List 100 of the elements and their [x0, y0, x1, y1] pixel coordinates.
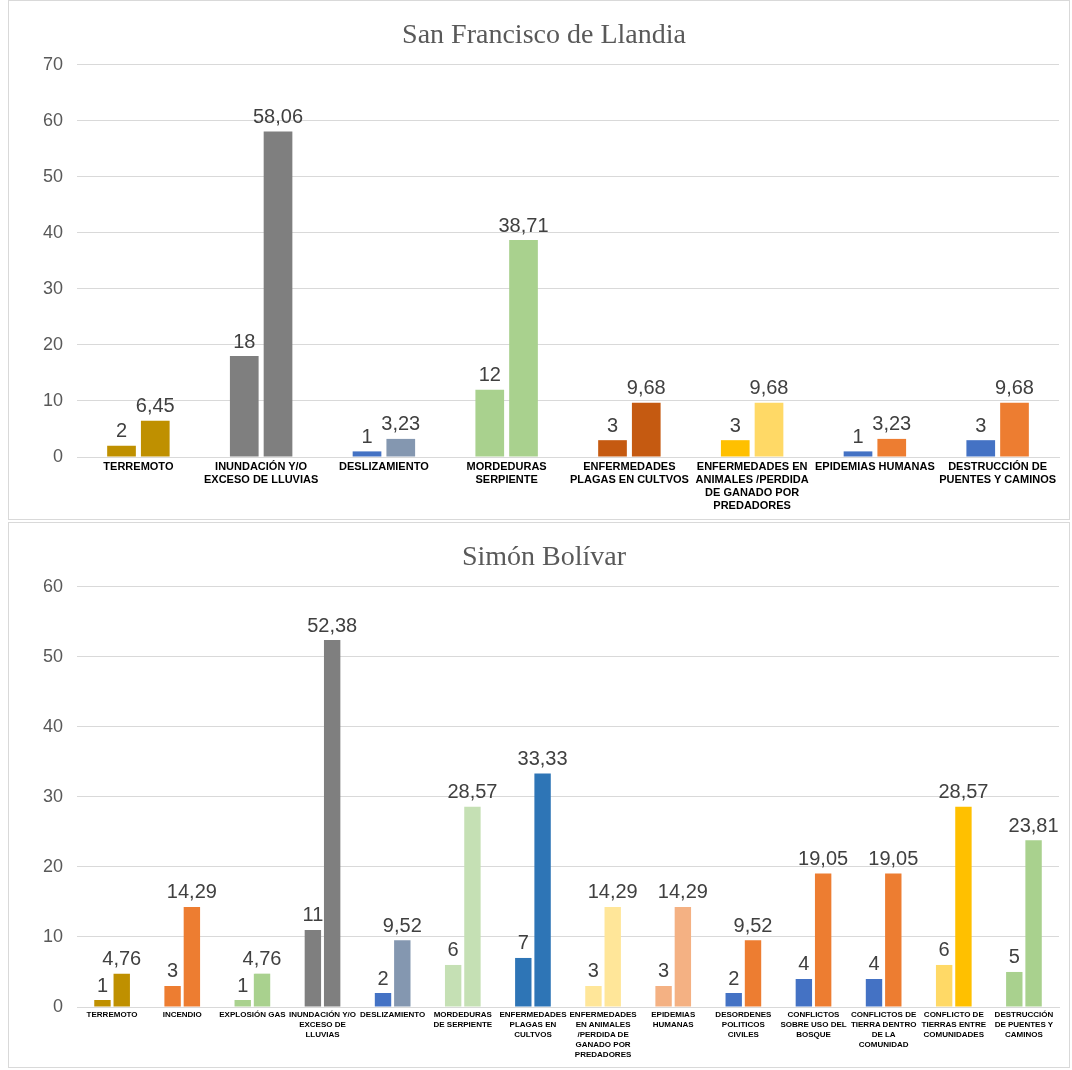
- bar: [585, 985, 602, 1007]
- data-label: 6: [938, 938, 950, 961]
- data-label: 2: [115, 419, 128, 442]
- data-label: 3: [587, 959, 599, 982]
- data-label: 14,29: [657, 880, 708, 903]
- data-label: 3: [606, 413, 619, 436]
- bar: [444, 964, 462, 1007]
- x-tick-label: INUNDACIÓN Y/O EXCESO DE LLUVIAS: [289, 1010, 356, 1040]
- y-tick-label: 60: [42, 109, 64, 130]
- data-label: 58,06: [252, 105, 304, 128]
- data-label: 3,23: [872, 412, 912, 435]
- bar: [534, 773, 551, 1007]
- bar: [509, 240, 538, 457]
- data-label: 18: [233, 329, 256, 352]
- bar: [935, 964, 953, 1007]
- x-tick-label: DESTRUCCIÓN DE PUENTES Y CAMINOS: [994, 1010, 1054, 1040]
- data-label: 9,52: [382, 913, 422, 936]
- y-tick-label: 20: [42, 855, 64, 876]
- bar: [966, 440, 996, 457]
- data-label: 2: [728, 966, 740, 989]
- bar: [386, 438, 416, 457]
- bar: [234, 999, 251, 1007]
- x-tick-label: DESLIZAMIENTO: [360, 1010, 426, 1020]
- y-tick-label: 20: [42, 333, 64, 354]
- bar: [464, 806, 481, 1007]
- y-tick-label: 40: [42, 715, 64, 736]
- bar: [1006, 971, 1023, 1007]
- data-label: 14,29: [587, 880, 638, 903]
- bar: [720, 440, 750, 457]
- bar: [604, 906, 621, 1007]
- x-tick-label: DESORDENES POLITICOS CIVILES: [715, 1010, 773, 1040]
- data-label: 6: [447, 938, 459, 961]
- data-label: 5: [1008, 945, 1020, 968]
- data-label: 14,29: [166, 880, 217, 903]
- bar: [253, 973, 271, 1007]
- x-tick-label: ENFERMEDADES PLAGAS EN CULTVOS: [499, 1010, 568, 1040]
- data-label: 28,57: [938, 780, 989, 803]
- bar: [744, 940, 762, 1007]
- x-tick-label: TERREMOTO: [103, 459, 174, 472]
- data-label: 1: [361, 424, 373, 447]
- x-tick-label: CONFLICTOS DE TIERRA DENTRO DE LA COMUNIDAD: [850, 1010, 917, 1050]
- data-label: 4,76: [102, 947, 142, 970]
- data-label: 1: [237, 973, 249, 996]
- data-label: 9,68: [626, 376, 666, 399]
- bar: [94, 999, 111, 1007]
- bar: [113, 973, 130, 1007]
- bar: [795, 978, 813, 1007]
- y-tick-label: 30: [42, 277, 64, 298]
- data-label: 28,57: [447, 780, 498, 803]
- bar: [754, 402, 784, 457]
- data-label: 1: [96, 973, 109, 996]
- bar: [877, 438, 907, 457]
- data-label: 3: [729, 413, 741, 436]
- bar: [674, 906, 692, 1007]
- data-label: 19,05: [798, 847, 849, 870]
- y-tick-label: 0: [53, 995, 64, 1016]
- chart-title: Simón Bolívar: [461, 540, 627, 572]
- data-label: 38,71: [498, 213, 549, 236]
- y-tick-label: 40: [42, 221, 64, 242]
- data-label: 3,23: [381, 412, 421, 435]
- data-label: 4,76: [242, 947, 282, 970]
- data-label: 52,38: [307, 613, 358, 636]
- data-label: 6,45: [135, 394, 175, 417]
- bar: [323, 639, 341, 1007]
- bar: [394, 940, 411, 1007]
- data-label: 3: [167, 959, 179, 982]
- y-tick-label: 50: [42, 165, 64, 186]
- data-label: 4: [798, 952, 810, 975]
- bar: [515, 957, 532, 1007]
- y-tick-label: 30: [42, 785, 64, 806]
- data-label: 7: [517, 931, 529, 954]
- bar: [140, 420, 170, 457]
- data-label: 9,68: [749, 376, 789, 399]
- y-tick-label: 10: [42, 925, 64, 946]
- bar: [865, 978, 883, 1007]
- data-label: 12: [478, 363, 501, 386]
- bar: [1000, 402, 1029, 457]
- bar: [725, 992, 742, 1007]
- x-tick-label: CONFLICTOS SOBRE USO DEL BOSQUE: [780, 1010, 847, 1040]
- y-tick-label: 60: [42, 575, 64, 596]
- bar: [183, 906, 201, 1007]
- x-tick-label: TERREMOTO: [86, 1010, 138, 1020]
- chart-title: San Francisco de Llandia: [402, 18, 687, 50]
- data-label: 9,68: [995, 376, 1034, 399]
- bar: [107, 445, 136, 457]
- bar: [955, 806, 972, 1007]
- data-label: 33,33: [517, 746, 568, 769]
- y-tick-label: 50: [42, 645, 64, 666]
- x-tick-label: DESTRUCCIÓN DE PUENTES Y CAMINOS: [939, 459, 1057, 485]
- x-tick-label: MORDEDURAS DE SERPIENTE: [433, 1010, 493, 1030]
- data-label: 19,05: [868, 847, 919, 870]
- bar: [598, 440, 627, 457]
- x-tick-label: INCENDIO: [162, 1010, 202, 1020]
- x-tick-label: MORDEDURAS SERPIENTE: [466, 459, 547, 485]
- data-label: 3: [975, 413, 987, 436]
- bar: [229, 356, 259, 457]
- bar: [885, 873, 902, 1007]
- bar: [843, 451, 873, 457]
- y-tick-label: 0: [53, 445, 64, 466]
- y-tick-label: 10: [42, 389, 64, 410]
